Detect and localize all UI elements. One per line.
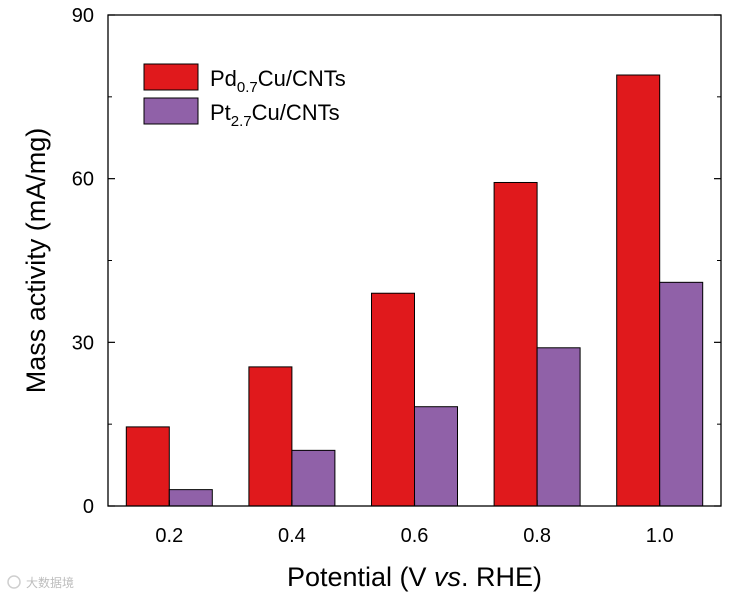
bar-pd-0.2 <box>125 426 170 507</box>
y-tick-label: 30 <box>72 332 94 354</box>
legend-swatch-pd <box>143 63 199 91</box>
x-tick-label: 0.4 <box>278 525 306 547</box>
y-tick-label: 90 <box>72 5 94 27</box>
bar-pt-1.0 <box>659 281 704 507</box>
legend-label-pt: Pt2.7Cu/CNTs <box>210 100 340 130</box>
legend-swatch-pt <box>143 97 199 125</box>
watermark-logo-icon <box>7 575 21 589</box>
bar-pd-0.6 <box>371 292 415 507</box>
x-axis-title: Potential (V vs. RHE) <box>287 562 542 592</box>
bar-pd-0.4 <box>248 366 293 507</box>
x-tick-label: 0.8 <box>523 525 551 547</box>
x-tick-label: 0.2 <box>155 525 183 547</box>
bars-group <box>125 74 704 507</box>
y-tick-label: 60 <box>72 169 94 191</box>
bar-pd-0.8 <box>493 181 538 507</box>
x-tick-label: 0.6 <box>401 525 429 547</box>
bar-pt-0.4 <box>291 449 336 507</box>
y-axis-title: Mass activity (mA/mg) <box>21 128 51 394</box>
y-tick-label: 0 <box>83 496 94 518</box>
x-axis-ticks: 0.2 0.4 0.6 0.8 1.0 <box>155 500 674 547</box>
plot-frame <box>107 14 722 507</box>
bar-pt-0.8 <box>536 347 581 507</box>
legend-label-pd: Pd0.7Cu/CNTs <box>210 66 346 96</box>
bar-pt-0.6 <box>414 406 458 507</box>
bar-pt-0.2 <box>168 489 213 507</box>
watermark-text: 大数据境 <box>26 575 74 590</box>
x-tick-label: 1.0 <box>646 525 674 547</box>
watermark: 大数据境 <box>7 575 74 590</box>
legend: Pd0.7Cu/CNTs Pt2.7Cu/CNTs <box>143 63 346 130</box>
bar-pd-1.0 <box>616 74 661 507</box>
